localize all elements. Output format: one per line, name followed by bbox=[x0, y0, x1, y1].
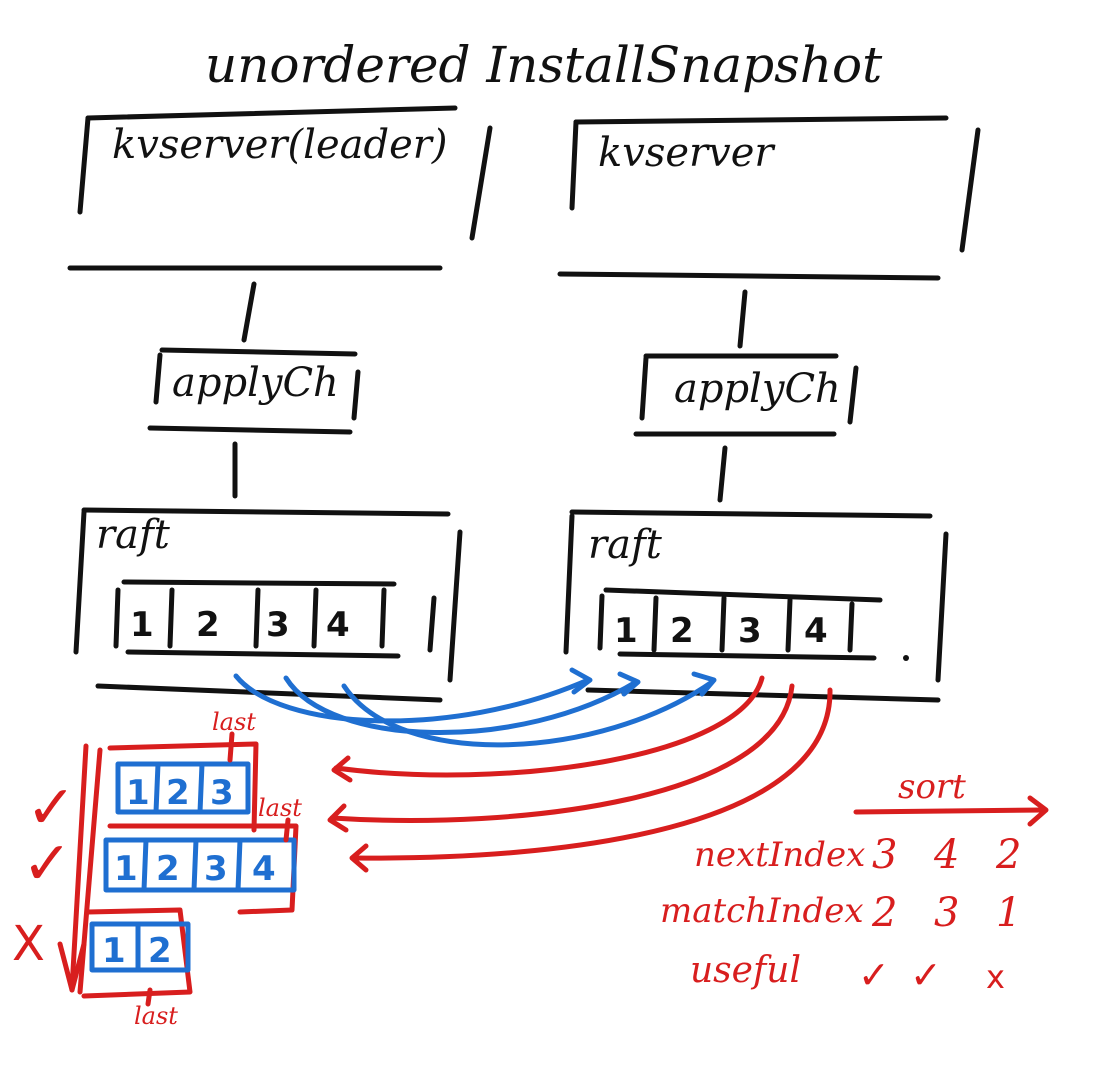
leader-log-entry: 2 bbox=[196, 605, 220, 645]
follower-raft-label: raft bbox=[588, 522, 663, 568]
install-snapshot-arrows bbox=[233, 667, 717, 748]
leader-applych-box bbox=[147, 347, 361, 435]
snapshot-3 bbox=[89, 921, 191, 973]
useful-label: useful bbox=[690, 950, 801, 991]
follower-applych-label: applyCh bbox=[674, 366, 841, 412]
snapshot-1-entry: 1 bbox=[126, 773, 150, 813]
follower-log-entry: 4 bbox=[804, 611, 828, 651]
snapshot-1-entry: 3 bbox=[210, 773, 234, 813]
snapshot-1-last-label: last bbox=[212, 708, 256, 736]
snapshot-2-entry: 2 bbox=[156, 849, 180, 889]
useful-value: x bbox=[986, 958, 1005, 996]
leader-log-entry: 3 bbox=[266, 605, 290, 645]
match-index-label: matchIndex bbox=[660, 891, 864, 931]
leader-kvserver-box bbox=[67, 105, 493, 271]
match-index-value: 1 bbox=[996, 890, 1021, 936]
snapshot-2-last-label: last bbox=[258, 794, 302, 822]
snapshot-3-last-label: last bbox=[134, 1002, 178, 1030]
useful-value: ✓ bbox=[910, 953, 942, 997]
next-index-value: 4 bbox=[933, 832, 959, 878]
sort-arrow-icon bbox=[853, 807, 1047, 815]
follower-kvserver-box bbox=[557, 115, 981, 281]
snapshot-3-entry: 2 bbox=[148, 931, 172, 971]
follower-log bbox=[597, 587, 909, 661]
leader-log-entry: 1 bbox=[130, 605, 154, 645]
leader-log bbox=[113, 579, 437, 659]
follower-applych-box bbox=[633, 353, 859, 437]
leader-raft-label: raft bbox=[96, 512, 171, 558]
leader-applych-label: applyCh bbox=[172, 360, 339, 406]
follower-log-entry: 3 bbox=[738, 611, 762, 651]
leader-kvserver-label: kvserver(leader) bbox=[112, 122, 447, 168]
snapshot-stack bbox=[57, 741, 299, 999]
snapshot-2-entry: 3 bbox=[204, 849, 228, 889]
leader-log-entry: 4 bbox=[326, 605, 350, 645]
snapshot-2 bbox=[103, 837, 297, 893]
follower-raft-box bbox=[563, 509, 949, 703]
follower-connector-bottom bbox=[717, 445, 728, 503]
snapshot-3-mark: X bbox=[12, 916, 45, 972]
snapshot-1-entry: 2 bbox=[166, 773, 190, 813]
snapshot-1 bbox=[115, 761, 251, 815]
next-index-label: nextIndex bbox=[694, 835, 865, 875]
match-index-value: 2 bbox=[871, 890, 897, 936]
follower-kvserver-label: kvserver bbox=[598, 130, 776, 176]
follower-log-entry: 1 bbox=[614, 611, 638, 651]
next-index-value: 3 bbox=[872, 832, 897, 878]
snapshot-2-entry: 4 bbox=[252, 849, 276, 889]
snapshot-2-entry: 1 bbox=[114, 849, 138, 889]
reply-arrows bbox=[327, 675, 833, 873]
useful-value: ✓ bbox=[858, 953, 890, 997]
follower-log-entry: 2 bbox=[670, 611, 694, 651]
sort-label: sort bbox=[898, 767, 966, 807]
snapshot-3-entry: 1 bbox=[102, 931, 126, 971]
snapshot-2-mark: ✓ bbox=[22, 829, 72, 899]
next-index-value: 2 bbox=[995, 832, 1021, 878]
leader-raft-box bbox=[73, 507, 463, 703]
leader-connector-top bbox=[241, 281, 257, 343]
diagram-title: unordered InstallSnapshot bbox=[205, 36, 883, 94]
snapshot-1-mark: ✓ bbox=[26, 773, 76, 843]
follower-connector-top bbox=[737, 289, 748, 349]
sort-table: sort nextIndex 3 4 2 matchIndex 2 3 1 us… bbox=[660, 767, 1049, 997]
match-index-value: 3 bbox=[934, 890, 959, 936]
